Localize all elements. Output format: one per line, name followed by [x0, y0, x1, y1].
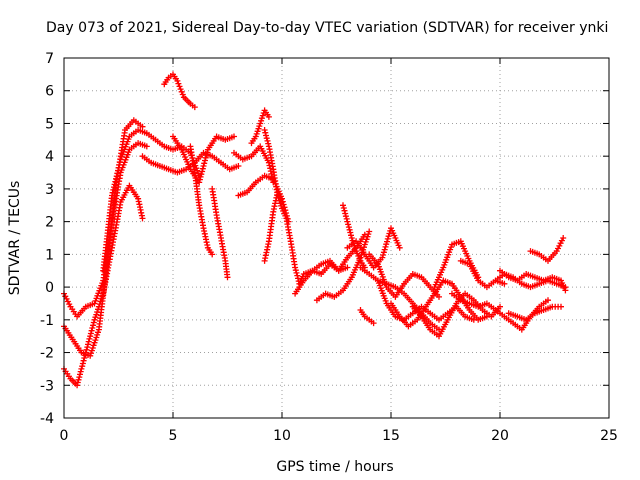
series-track-6	[139, 149, 242, 176]
x-tick-label: 25	[600, 428, 618, 444]
data-point-markers	[497, 267, 569, 294]
series-track-5	[161, 71, 198, 111]
series-track-30	[527, 235, 567, 264]
x-tick-label: 15	[382, 428, 400, 444]
series-track-12	[248, 107, 272, 147]
data-point-markers	[366, 251, 442, 300]
y-tick-label: 5	[45, 116, 54, 132]
series-track-29	[505, 303, 564, 323]
y-tick-label: 4	[45, 149, 54, 165]
data-point-markers	[527, 235, 567, 264]
y-tick-label: 7	[45, 51, 54, 67]
y-tick-label: -2	[40, 346, 54, 362]
data-point-markers	[344, 225, 403, 271]
data-point-markers	[357, 307, 377, 327]
data-point-markers	[457, 257, 508, 291]
series-track-31	[497, 267, 569, 294]
series-track-21	[366, 251, 442, 300]
y-tick-label: 1	[45, 247, 54, 263]
data-point-markers	[505, 303, 564, 323]
y-tick-label: -4	[40, 411, 54, 427]
chart-title: Day 073 of 2021, Sidereal Day-to-day VTE…	[46, 20, 608, 36]
x-tick-label: 10	[273, 428, 291, 444]
series-track-25	[431, 238, 482, 291]
y-tick-label: 3	[45, 182, 54, 198]
x-tick-label: 5	[169, 428, 178, 444]
series-track-17	[340, 202, 368, 271]
data-point-markers	[170, 133, 237, 186]
grid	[64, 58, 609, 418]
data-point-markers	[100, 127, 203, 274]
x-tick-label: 20	[491, 428, 509, 444]
series-track-14	[261, 189, 285, 264]
y-tick-label: 0	[45, 280, 54, 296]
axis-ticks: 0 5 10 15 20 25 -4 -3 -2 -1 0 1 2 3 4 5 6 7	[40, 51, 618, 444]
series-track-9	[209, 185, 231, 281]
data-point-markers	[231, 143, 277, 186]
data-point-markers	[261, 189, 285, 264]
y-tick-label: -3	[40, 378, 54, 394]
series-track-4	[100, 127, 203, 274]
y-tick-label: -1	[40, 313, 54, 329]
series-track-8	[187, 143, 216, 258]
data-point-markers	[161, 71, 198, 111]
data-point-markers	[187, 143, 216, 258]
data-point-markers	[139, 149, 242, 176]
data-point-markers	[340, 202, 368, 271]
data-point-markers	[431, 238, 482, 291]
plot-frame	[63, 57, 610, 419]
series-track-10	[231, 143, 277, 186]
y-tick-label: 6	[45, 84, 54, 100]
series-track-7	[170, 133, 237, 186]
data-point-markers	[248, 107, 272, 147]
x-axis-label: GPS time / hours	[276, 459, 393, 475]
data-point-markers	[209, 185, 231, 281]
x-tick-label: 0	[60, 428, 69, 444]
series-track-26	[457, 257, 508, 291]
series-track-18	[344, 225, 403, 271]
series-track-20	[357, 307, 377, 327]
y-axis-label: SDTVAR / TECUs	[7, 181, 23, 296]
y-tick-label: 2	[45, 215, 54, 231]
